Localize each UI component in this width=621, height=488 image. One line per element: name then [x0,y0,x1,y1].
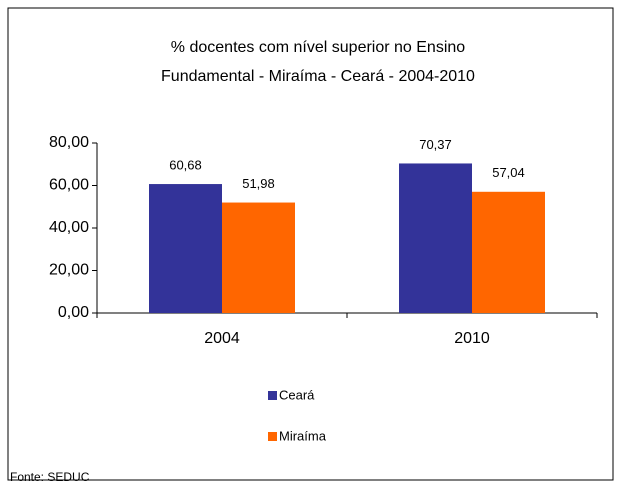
x-tick-label: 2010 [454,330,490,347]
source-note: Fonte: SEDUC [10,470,90,484]
data-label: 51,98 [242,176,275,191]
data-label: 57,04 [492,165,525,180]
y-tick-label: 20,00 [49,262,89,279]
bar [472,191,545,313]
bar [399,163,472,313]
legend-swatch [268,391,277,400]
legend-label: Miraíma [279,428,327,443]
bar [149,184,222,313]
chart-title: % docentes com nível superior no Ensino [171,39,465,56]
x-tick-label: 2004 [204,330,240,347]
y-tick-label: 40,00 [49,219,89,236]
legend-swatch [268,432,277,441]
y-tick-label: 80,00 [49,134,89,151]
data-label: 60,68 [169,157,202,172]
chart-title: Fundamental - Miraíma - Ceará - 2004-201… [161,68,475,85]
data-label: 70,37 [419,137,452,152]
y-tick-label: 60,00 [49,177,89,194]
y-tick-label: 0,00 [58,304,89,321]
bar [222,202,295,313]
legend-label: Ceará [279,387,315,402]
